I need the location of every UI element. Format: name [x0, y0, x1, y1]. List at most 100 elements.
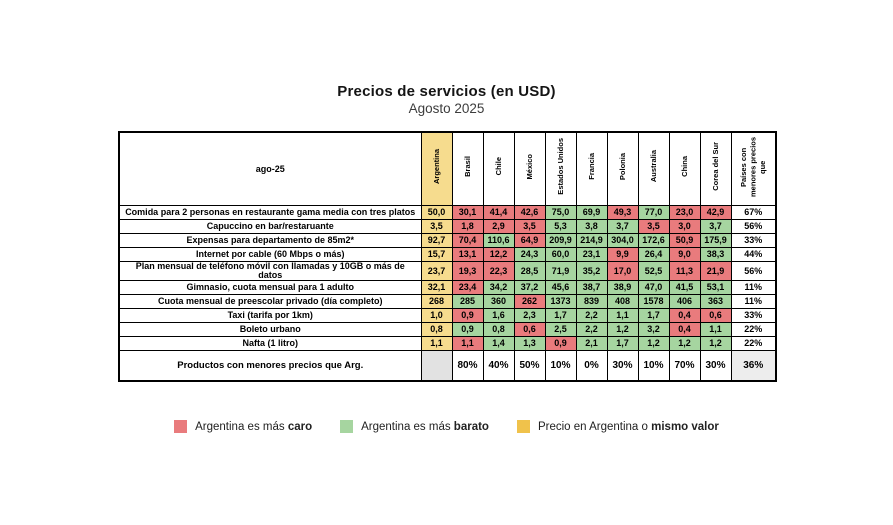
- price-cell-argentina: 92,7: [420, 233, 453, 248]
- price-cell: 406: [668, 294, 701, 309]
- price-cell: 9,0: [668, 247, 701, 262]
- price-cell: 28,5: [513, 261, 546, 281]
- price-cell: 1,7: [606, 336, 639, 351]
- corner-label: ago-25: [118, 131, 422, 206]
- price-cell: 17,0: [606, 261, 639, 281]
- price-cell: 1,1: [451, 336, 484, 351]
- price-cell: 71,9: [544, 261, 577, 281]
- country-header: Corea del Sur: [699, 131, 732, 206]
- legend-item-barato: Argentina es más barato: [340, 420, 489, 433]
- price-cell: 11,3: [668, 261, 701, 281]
- page-subtitle: Agosto 2025: [408, 101, 485, 116]
- price-cell: 9,9: [606, 247, 639, 262]
- country-header: Polonia: [606, 131, 639, 206]
- pct-cell: 22%: [730, 322, 777, 337]
- footer-cell: 50%: [513, 350, 546, 382]
- table-row: Gimnasio, cuota mensual para 1 adulto 32,…: [118, 280, 777, 295]
- footer-cell: 30%: [699, 350, 732, 382]
- table-row: Boleto urbano 0,8 0,9 0,8 0,6 2,5 2,2 1,2 3,2 0,4…: [118, 322, 777, 337]
- price-cell-argentina: 32,1: [420, 280, 453, 295]
- page-title: Precios de servicios (en USD): [337, 83, 556, 100]
- row-label: Comida para 2 personas en restaurante ga…: [118, 205, 422, 220]
- price-cell: 262: [513, 294, 546, 309]
- price-cell: 50,9: [668, 233, 701, 248]
- country-header: Argentina: [420, 131, 453, 206]
- price-cell: 0,4: [668, 308, 701, 323]
- price-cell: 75,0: [544, 205, 577, 220]
- price-cell-argentina: 23,7: [420, 261, 453, 281]
- price-cell: 45,6: [544, 280, 577, 295]
- price-cell: 1578: [637, 294, 670, 309]
- legend-item-mismo-valor: Precio en Argentina o mismo valor: [516, 420, 719, 433]
- row-label: Taxi (tarifa por 1km): [118, 308, 422, 323]
- table-row: Taxi (tarifa por 1km) 1,0 0,9 1,6 2,3 1,7 2,2 1…: [118, 308, 777, 323]
- price-cell: 19,3: [451, 261, 484, 281]
- pct-cell: 11%: [730, 294, 777, 309]
- price-cell: 1,2: [699, 336, 732, 351]
- price-cell: 1,7: [544, 308, 577, 323]
- price-cell: 42,6: [513, 205, 546, 220]
- price-cell: 2,9: [482, 219, 515, 234]
- price-cell: 12,2: [482, 247, 515, 262]
- price-cell: 53,1: [699, 280, 732, 295]
- price-cell: 1,2: [606, 322, 639, 337]
- price-cell: 2,1: [575, 336, 608, 351]
- footer-cell: 0%: [575, 350, 608, 382]
- price-cell: 70,4: [451, 233, 484, 248]
- table-header-row: ago-25 Argentina Brasil Chile México Estados…: [118, 131, 777, 206]
- prices-table: ago-25 Argentina Brasil Chile México Estados…: [118, 131, 777, 382]
- price-cell: 35,2: [575, 261, 608, 281]
- price-cell: 23,0: [668, 205, 701, 220]
- price-cell: 1,7: [637, 308, 670, 323]
- price-cell: 2,5: [544, 322, 577, 337]
- price-cell: 30,1: [451, 205, 484, 220]
- price-cell-argentina: 268: [420, 294, 453, 309]
- pct-cell: 11%: [730, 280, 777, 295]
- red-swatch-icon: [174, 420, 188, 433]
- price-cell: 214,9: [575, 233, 608, 248]
- price-cell: 21,9: [699, 261, 732, 281]
- price-cell: 3,7: [606, 219, 639, 234]
- price-cell: 3,5: [637, 219, 670, 234]
- price-cell-argentina: 3,5: [420, 219, 453, 234]
- price-cell: 3,7: [699, 219, 732, 234]
- country-header: México: [513, 131, 546, 206]
- price-cell: 0,4: [668, 322, 701, 337]
- table-row: Internet por cable (60 Mbps o más) 15,7 13…: [118, 247, 777, 262]
- price-cell: 3,0: [668, 219, 701, 234]
- price-cell: 34,2: [482, 280, 515, 295]
- price-cell: 22,3: [482, 261, 515, 281]
- price-cell: 41,5: [668, 280, 701, 295]
- price-cell: 1,3: [513, 336, 546, 351]
- price-cell: 839: [575, 294, 608, 309]
- pct-cell: 33%: [730, 308, 777, 323]
- row-label: Gimnasio, cuota mensual para 1 adulto: [118, 280, 422, 295]
- price-cell: 0,9: [451, 322, 484, 337]
- pct-cell: 56%: [730, 261, 777, 281]
- legend: Argentina es más caro Argentina es más b…: [0, 420, 893, 433]
- price-cell: 1,1: [699, 322, 732, 337]
- price-cell: 2,2: [575, 322, 608, 337]
- price-cell: 38,7: [575, 280, 608, 295]
- country-header: Chile: [482, 131, 515, 206]
- price-cell: 38,9: [606, 280, 639, 295]
- price-cell: 3,8: [575, 219, 608, 234]
- price-cell: 2,3: [513, 308, 546, 323]
- price-cell: 13,1: [451, 247, 484, 262]
- price-cell: 209,9: [544, 233, 577, 248]
- row-label: Internet por cable (60 Mbps o más): [118, 247, 422, 262]
- country-header: Australia: [637, 131, 670, 206]
- price-cell: 1,1: [606, 308, 639, 323]
- summary-column-header: Países con menores precios que: [730, 131, 777, 206]
- footer-cell: 10%: [544, 350, 577, 382]
- footer-cell: 70%: [668, 350, 701, 382]
- price-cell: 42,9: [699, 205, 732, 220]
- price-cell: 175,9: [699, 233, 732, 248]
- price-cell: 0,6: [699, 308, 732, 323]
- footer-cell: 30%: [606, 350, 639, 382]
- price-cell: 37,2: [513, 280, 546, 295]
- legend-item-caro: Argentina es más caro: [174, 420, 312, 433]
- price-cell: 2,2: [575, 308, 608, 323]
- footer-row: Productos con menores precios que Arg. 80…: [118, 350, 777, 382]
- row-label: Plan mensual de teléfono móvil con llama…: [118, 261, 422, 281]
